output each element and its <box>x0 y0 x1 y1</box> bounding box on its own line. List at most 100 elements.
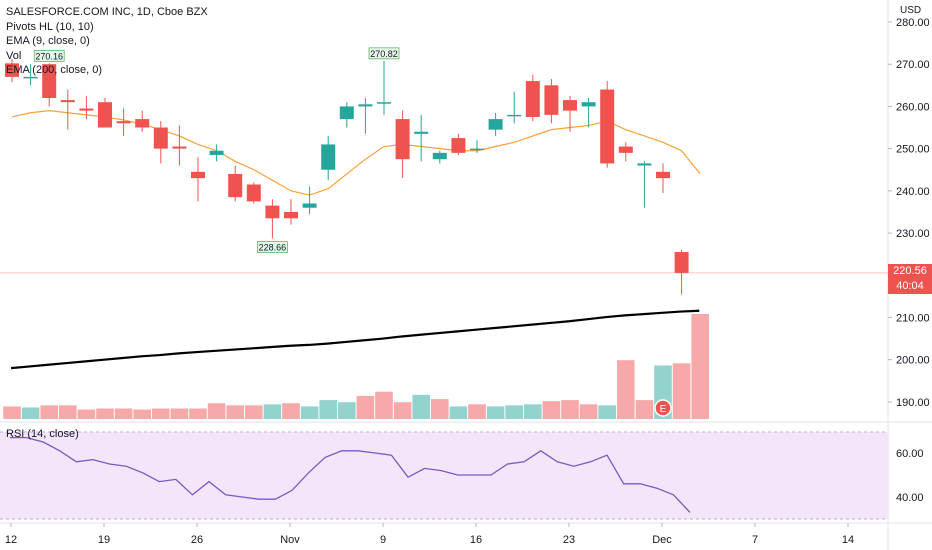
candle-body <box>581 102 596 107</box>
volume-bar <box>356 395 375 419</box>
time-tick-label: 14 <box>842 534 854 546</box>
candle <box>358 97 373 134</box>
candle-body <box>339 106 354 120</box>
time-tick-label: 26 <box>191 534 203 546</box>
candle-body <box>618 146 633 153</box>
rsi-tick-label: 40.00 <box>896 492 924 504</box>
time-tick-label: 12 <box>5 534 17 546</box>
volume-bar <box>338 402 356 419</box>
pivot-label: 270.16 <box>33 50 65 62</box>
volume-bar <box>263 404 282 419</box>
candle <box>5 59 19 82</box>
candle-body <box>302 203 317 208</box>
indicator-vol[interactable]: Vol <box>6 49 22 62</box>
candle <box>284 199 298 225</box>
candle <box>60 89 75 130</box>
candle <box>637 161 652 208</box>
candle-body <box>98 102 112 128</box>
pivot-text: 228.66 <box>259 243 287 253</box>
candle <box>525 74 540 122</box>
candle-body <box>637 163 652 166</box>
volume-bar <box>114 408 133 419</box>
candle <box>246 182 261 204</box>
candle-body <box>5 63 19 77</box>
countdown-badge: 40:04 <box>888 279 932 294</box>
candle-body <box>246 184 261 202</box>
time-tick-label: 9 <box>380 534 386 546</box>
candle <box>98 97 112 128</box>
volume-bar <box>524 404 542 419</box>
volume-bar <box>226 405 244 419</box>
candle-body <box>135 119 150 128</box>
volume-bar <box>319 400 337 419</box>
volume-bar <box>152 408 170 419</box>
rsi-legend[interactable]: RSI (14, close) <box>6 428 79 440</box>
legend: SALESFORCE.COM INC, 1D, Cboe BZX Pivots … <box>6 5 208 78</box>
pivot-text: 270.82 <box>370 49 398 59</box>
candle-body <box>674 252 689 273</box>
candle <box>432 150 447 164</box>
candle-body <box>377 102 391 104</box>
currency-label: USD <box>900 5 922 16</box>
volume-bar <box>579 404 598 419</box>
volume-bar <box>486 406 505 419</box>
volume-bar <box>691 314 709 419</box>
candle-body <box>191 171 205 179</box>
candle-body <box>209 150 224 155</box>
time-tick-label: 19 <box>98 534 110 546</box>
candle-body <box>116 121 131 124</box>
candle-body <box>600 89 615 164</box>
volume-bar <box>598 405 616 419</box>
rsi-band <box>0 432 888 519</box>
volume-bar <box>393 402 412 419</box>
candle <box>377 60 391 115</box>
indicator-ema200[interactable]: EMA (200, close, 0) <box>6 64 102 76</box>
candle-body <box>488 119 503 130</box>
indicator-pivots[interactable]: Pivots HL (10, 10) <box>6 20 94 33</box>
candle <box>79 95 94 120</box>
volume-bar <box>542 401 561 419</box>
candle-body <box>284 211 298 219</box>
time-tick-label: Dec <box>652 534 672 546</box>
price-tick-label: 240.00 <box>896 186 930 198</box>
candle-body <box>265 205 280 219</box>
candle <box>135 110 150 132</box>
volume-bar <box>412 394 430 419</box>
pivot-label: 228.66 <box>257 241 288 253</box>
candle <box>544 78 559 124</box>
earnings-circle <box>654 399 672 417</box>
volume-bar <box>207 403 226 419</box>
time-tick-label: 23 <box>563 534 575 546</box>
candle <box>302 186 317 215</box>
pivot-box <box>33 50 65 62</box>
candle <box>228 165 243 202</box>
earnings-label: E <box>660 404 667 415</box>
volume-bar <box>617 360 635 419</box>
volume-bar <box>300 406 319 419</box>
time-tick-label: Nov <box>280 534 300 546</box>
volume-bar <box>561 400 579 419</box>
candle-body <box>79 108 94 111</box>
candle-body <box>395 119 410 160</box>
rsi-tick-label: 60.00 <box>896 448 924 460</box>
volume-bar <box>468 404 486 419</box>
candle <box>563 95 577 132</box>
candle-body <box>470 148 484 151</box>
pivot-box <box>257 241 288 253</box>
volume-bar <box>449 406 468 419</box>
volume-bar <box>635 400 654 419</box>
candle-body <box>42 64 57 98</box>
price-tick-label: 210.00 <box>896 312 930 324</box>
candle-body <box>432 152 447 160</box>
candle <box>507 91 522 124</box>
indicator-ema9[interactable]: EMA (9, close, 0) <box>6 35 90 47</box>
candle <box>581 97 596 128</box>
candle <box>191 157 205 202</box>
candle <box>265 199 280 239</box>
pivot-label: 270.82 <box>368 47 400 60</box>
earnings-marker: E <box>654 399 672 417</box>
candle <box>209 144 224 162</box>
time-tick-label: 16 <box>470 534 482 546</box>
volume-bar <box>375 391 393 419</box>
